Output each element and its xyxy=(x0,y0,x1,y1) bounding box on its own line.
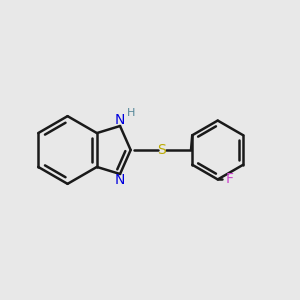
Text: N: N xyxy=(115,112,125,127)
Text: S: S xyxy=(157,143,166,157)
Text: H: H xyxy=(127,108,135,118)
Text: N: N xyxy=(115,173,125,188)
Text: F: F xyxy=(226,172,233,186)
